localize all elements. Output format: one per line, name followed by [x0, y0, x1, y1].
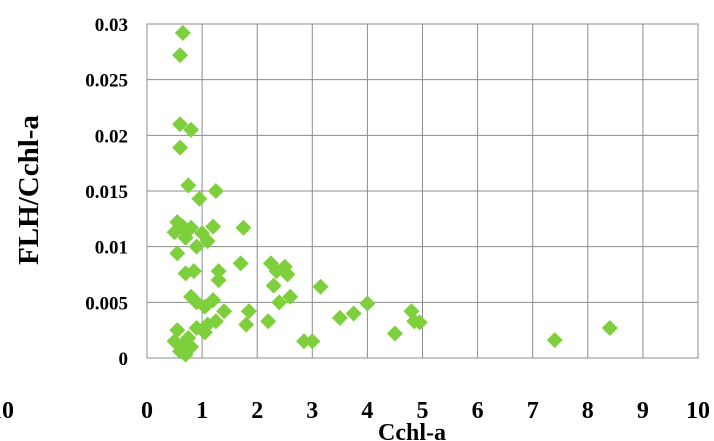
data-point	[169, 322, 186, 339]
x-tick-label: 10	[686, 398, 710, 424]
x-axis-tick-labels: 0 1 2 3 4 5 6 7 8 9 10	[141, 398, 710, 424]
y-axis-tick-labels: 0 0.005 0.01 0.015 0.02 0.025 0.03	[85, 15, 128, 370]
data-point	[546, 332, 563, 349]
data-point	[312, 278, 329, 295]
data-point	[210, 272, 227, 289]
y-tick-label: 0	[119, 349, 129, 370]
data-point	[180, 177, 197, 194]
data-point	[172, 139, 189, 156]
x-tick-label: 1	[196, 398, 208, 424]
data-point	[199, 233, 216, 250]
data-point	[265, 277, 282, 294]
data-point	[271, 294, 288, 311]
y-tick-label: 0.005	[85, 293, 128, 314]
y-tick-label: 0.025	[85, 71, 128, 92]
data-point	[386, 325, 403, 342]
x-tick-label: 0	[141, 398, 153, 424]
cropped-left-tick-label: 10	[0, 398, 14, 424]
x-tick-label: 8	[582, 398, 594, 424]
data-point	[282, 288, 299, 305]
data-point	[166, 224, 183, 241]
y-axis-title: FLH/Cchl-a	[13, 115, 45, 265]
x-tick-label: 6	[472, 398, 484, 424]
data-point	[183, 121, 200, 138]
data-point	[188, 238, 205, 255]
grid-lines	[146, 23, 699, 359]
x-tick-label: 7	[527, 398, 539, 424]
data-point	[210, 263, 227, 280]
data-point	[235, 219, 252, 236]
y-tick-label: 0.03	[95, 15, 128, 36]
data-point	[232, 255, 249, 272]
data-point	[207, 183, 224, 199]
x-tick-label: 9	[637, 398, 649, 424]
data-point	[172, 47, 189, 64]
y-tick-label: 0.02	[95, 126, 128, 147]
data-point	[279, 266, 296, 283]
data-point	[196, 324, 213, 341]
data-point	[185, 263, 202, 280]
data-points	[166, 24, 618, 363]
data-point	[345, 305, 362, 322]
x-tick-label: 5	[417, 398, 429, 424]
data-point	[205, 292, 222, 309]
data-point	[411, 314, 428, 331]
x-axis-title: Cchl-a	[378, 420, 446, 441]
data-point	[296, 333, 313, 350]
data-point	[240, 303, 257, 320]
data-point	[205, 218, 222, 235]
y-tick-label: 0.01	[95, 238, 128, 259]
x-tick-label: 4	[361, 398, 373, 424]
data-point	[331, 309, 348, 326]
data-point	[238, 316, 255, 333]
y-tick-label: 0.015	[85, 182, 128, 203]
data-point	[359, 295, 376, 312]
data-point	[304, 333, 321, 350]
data-point	[216, 303, 233, 320]
data-point	[601, 319, 618, 336]
x-tick-label: 3	[306, 398, 318, 424]
data-point	[260, 313, 277, 330]
plot-area-frame	[146, 23, 699, 359]
data-point	[177, 229, 194, 246]
data-point	[174, 24, 191, 41]
data-point	[191, 190, 208, 207]
data-point	[177, 346, 194, 363]
x-tick-label: 2	[251, 398, 263, 424]
data-point	[169, 245, 186, 262]
data-point	[172, 116, 189, 133]
